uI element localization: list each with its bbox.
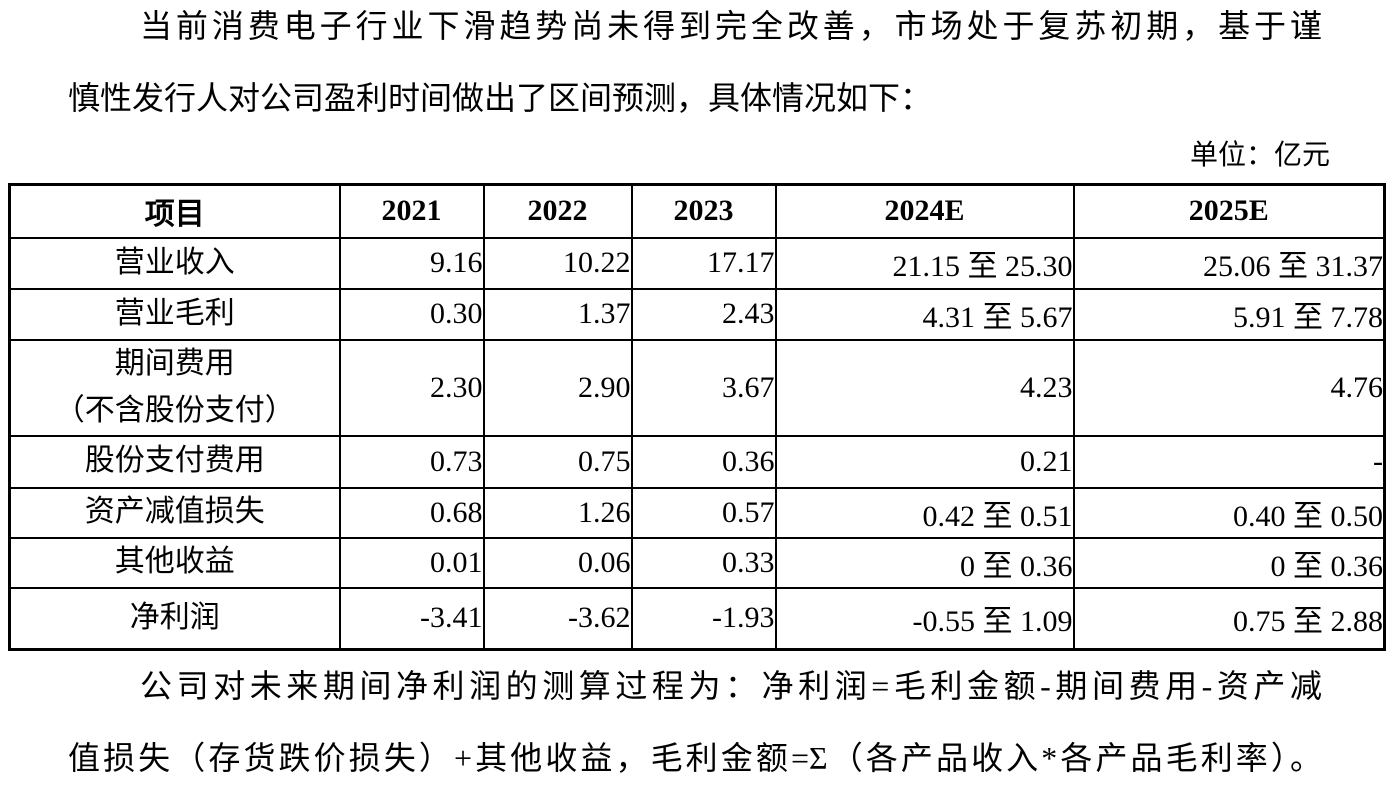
table-cell: 0.33 [630,536,777,589]
table-cell: 0.57 [630,486,777,539]
table-cell: 0.75 [482,434,633,489]
table-cell: 0.06 [482,536,633,589]
table-cell: 5.91 至 7.78 [1072,287,1386,341]
table-cell: 2.30 [338,338,485,437]
table-row: 期间费用 （不含股份支付） 2.30 2.90 3.67 4.23 4.76 [8,338,1386,437]
table-row: 营业收入 9.16 10.22 17.17 21.15 至 25.30 25.06 至 3… [8,236,1386,290]
footer-line-1: 公司对未来期间净利润的测算过程为：净利润=毛利金额-期间费用-资产减 [140,668,1322,704]
table-cell: 25.06 至 31.37 [1072,236,1386,290]
table-cell: 1.26 [482,486,633,539]
table-cell: -0.55 至 1.09 [774,586,1075,651]
unit-label: 单位：亿元 [1189,140,1330,171]
table-row: 资产减值损失 0.68 1.26 0.57 0.42 至 0.51 0.40 至 0.50 [8,486,1386,539]
table-cell: 2.90 [482,338,633,437]
table-cell: -3.62 [482,586,633,651]
intro-line-2: 慎性发行人对公司盈利时间做出了区间预测，具体情况如下： [68,80,933,116]
column-header-2022: 2022 [482,183,633,239]
table-cell: - [1072,434,1386,489]
table-cell: 4.23 [774,338,1075,437]
table-cell: 17.17 [630,236,777,290]
row-label: 期间费用 （不含股份支付） [8,338,341,437]
column-header-item: 项目 [8,183,341,239]
table-header-row: 项目 2021 2022 2023 2024E 2025E [8,183,1386,239]
table-row: 其他收益 0.01 0.06 0.33 0 至 0.36 0 至 0.36 [8,536,1386,589]
table-cell: 1.37 [482,287,633,341]
column-header-2023: 2023 [630,183,777,239]
table-body: 营业收入 9.16 10.22 17.17 21.15 至 25.30 25.06 至 3… [8,236,1386,651]
table-cell: 0.36 [630,434,777,489]
table-row: 营业毛利 0.30 1.37 2.43 4.31 至 5.67 5.91 至 7.78 [8,287,1386,341]
footer-line-2: 值损失（存货跌价损失）+其他收益，毛利金额=Σ（各产品收入*各产品毛利率）。 [68,740,1322,776]
table-cell: 0.68 [338,486,485,539]
table-cell: -1.93 [630,586,777,651]
table-cell: 0.01 [338,536,485,589]
column-header-2021: 2021 [338,183,485,239]
table-row: 股份支付费用 0.73 0.75 0.36 0.21- [8,434,1386,489]
row-label: 营业毛利 [8,287,341,341]
intro-line-1: 当前消费电子行业下滑趋势尚未得到完全改善，市场处于复苏初期，基于谨 [140,8,1322,44]
row-label: 营业收入 [8,236,341,290]
table-cell: 9.16 [338,236,485,290]
table-cell: 0.75 至 2.88 [1072,586,1386,651]
table-cell: 0 至 0.36 [1072,536,1386,589]
table-cell: 10.22 [482,236,633,290]
table-cell: 4.31 至 5.67 [774,287,1075,341]
table-cell: 4.76 [1072,338,1386,437]
table-cell: 0.21 [774,434,1075,489]
table-cell: 2.43 [630,287,777,341]
column-header-2024e: 2024E [774,183,1075,239]
table-cell: 0.30 [338,287,485,341]
table-row: 净利润 -3.41 -3.62 -1.93 -0.55 至 1.09 0.75 至 2.8… [8,586,1386,651]
table-cell: -3.41 [338,586,485,651]
footer-paragraph: 公司对未来期间净利润的测算过程为：净利润=毛利金额-期间费用-资产减 值损失（存… [68,650,1322,794]
row-label: 净利润 [8,586,341,651]
row-label: 资产减值损失 [8,486,341,539]
table-cell: 0.40 至 0.50 [1072,486,1386,539]
table-cell: 0.42 至 0.51 [774,486,1075,539]
profit-forecast-table: 项目 2021 2022 2023 2024E 2025E 营业收入 9.16 10… [8,183,1386,651]
row-label: 股份支付费用 [8,434,341,489]
column-header-2025e: 2025E [1072,183,1386,239]
intro-paragraph: 当前消费电子行业下滑趋势尚未得到完全改善，市场处于复苏初期，基于谨 慎性发行人对… [68,0,1322,134]
table-cell: 0.73 [338,434,485,489]
row-label: 其他收益 [8,536,341,589]
table-cell: 0 至 0.36 [774,536,1075,589]
table-cell: 3.67 [630,338,777,437]
table-cell: 21.15 至 25.30 [774,236,1075,290]
